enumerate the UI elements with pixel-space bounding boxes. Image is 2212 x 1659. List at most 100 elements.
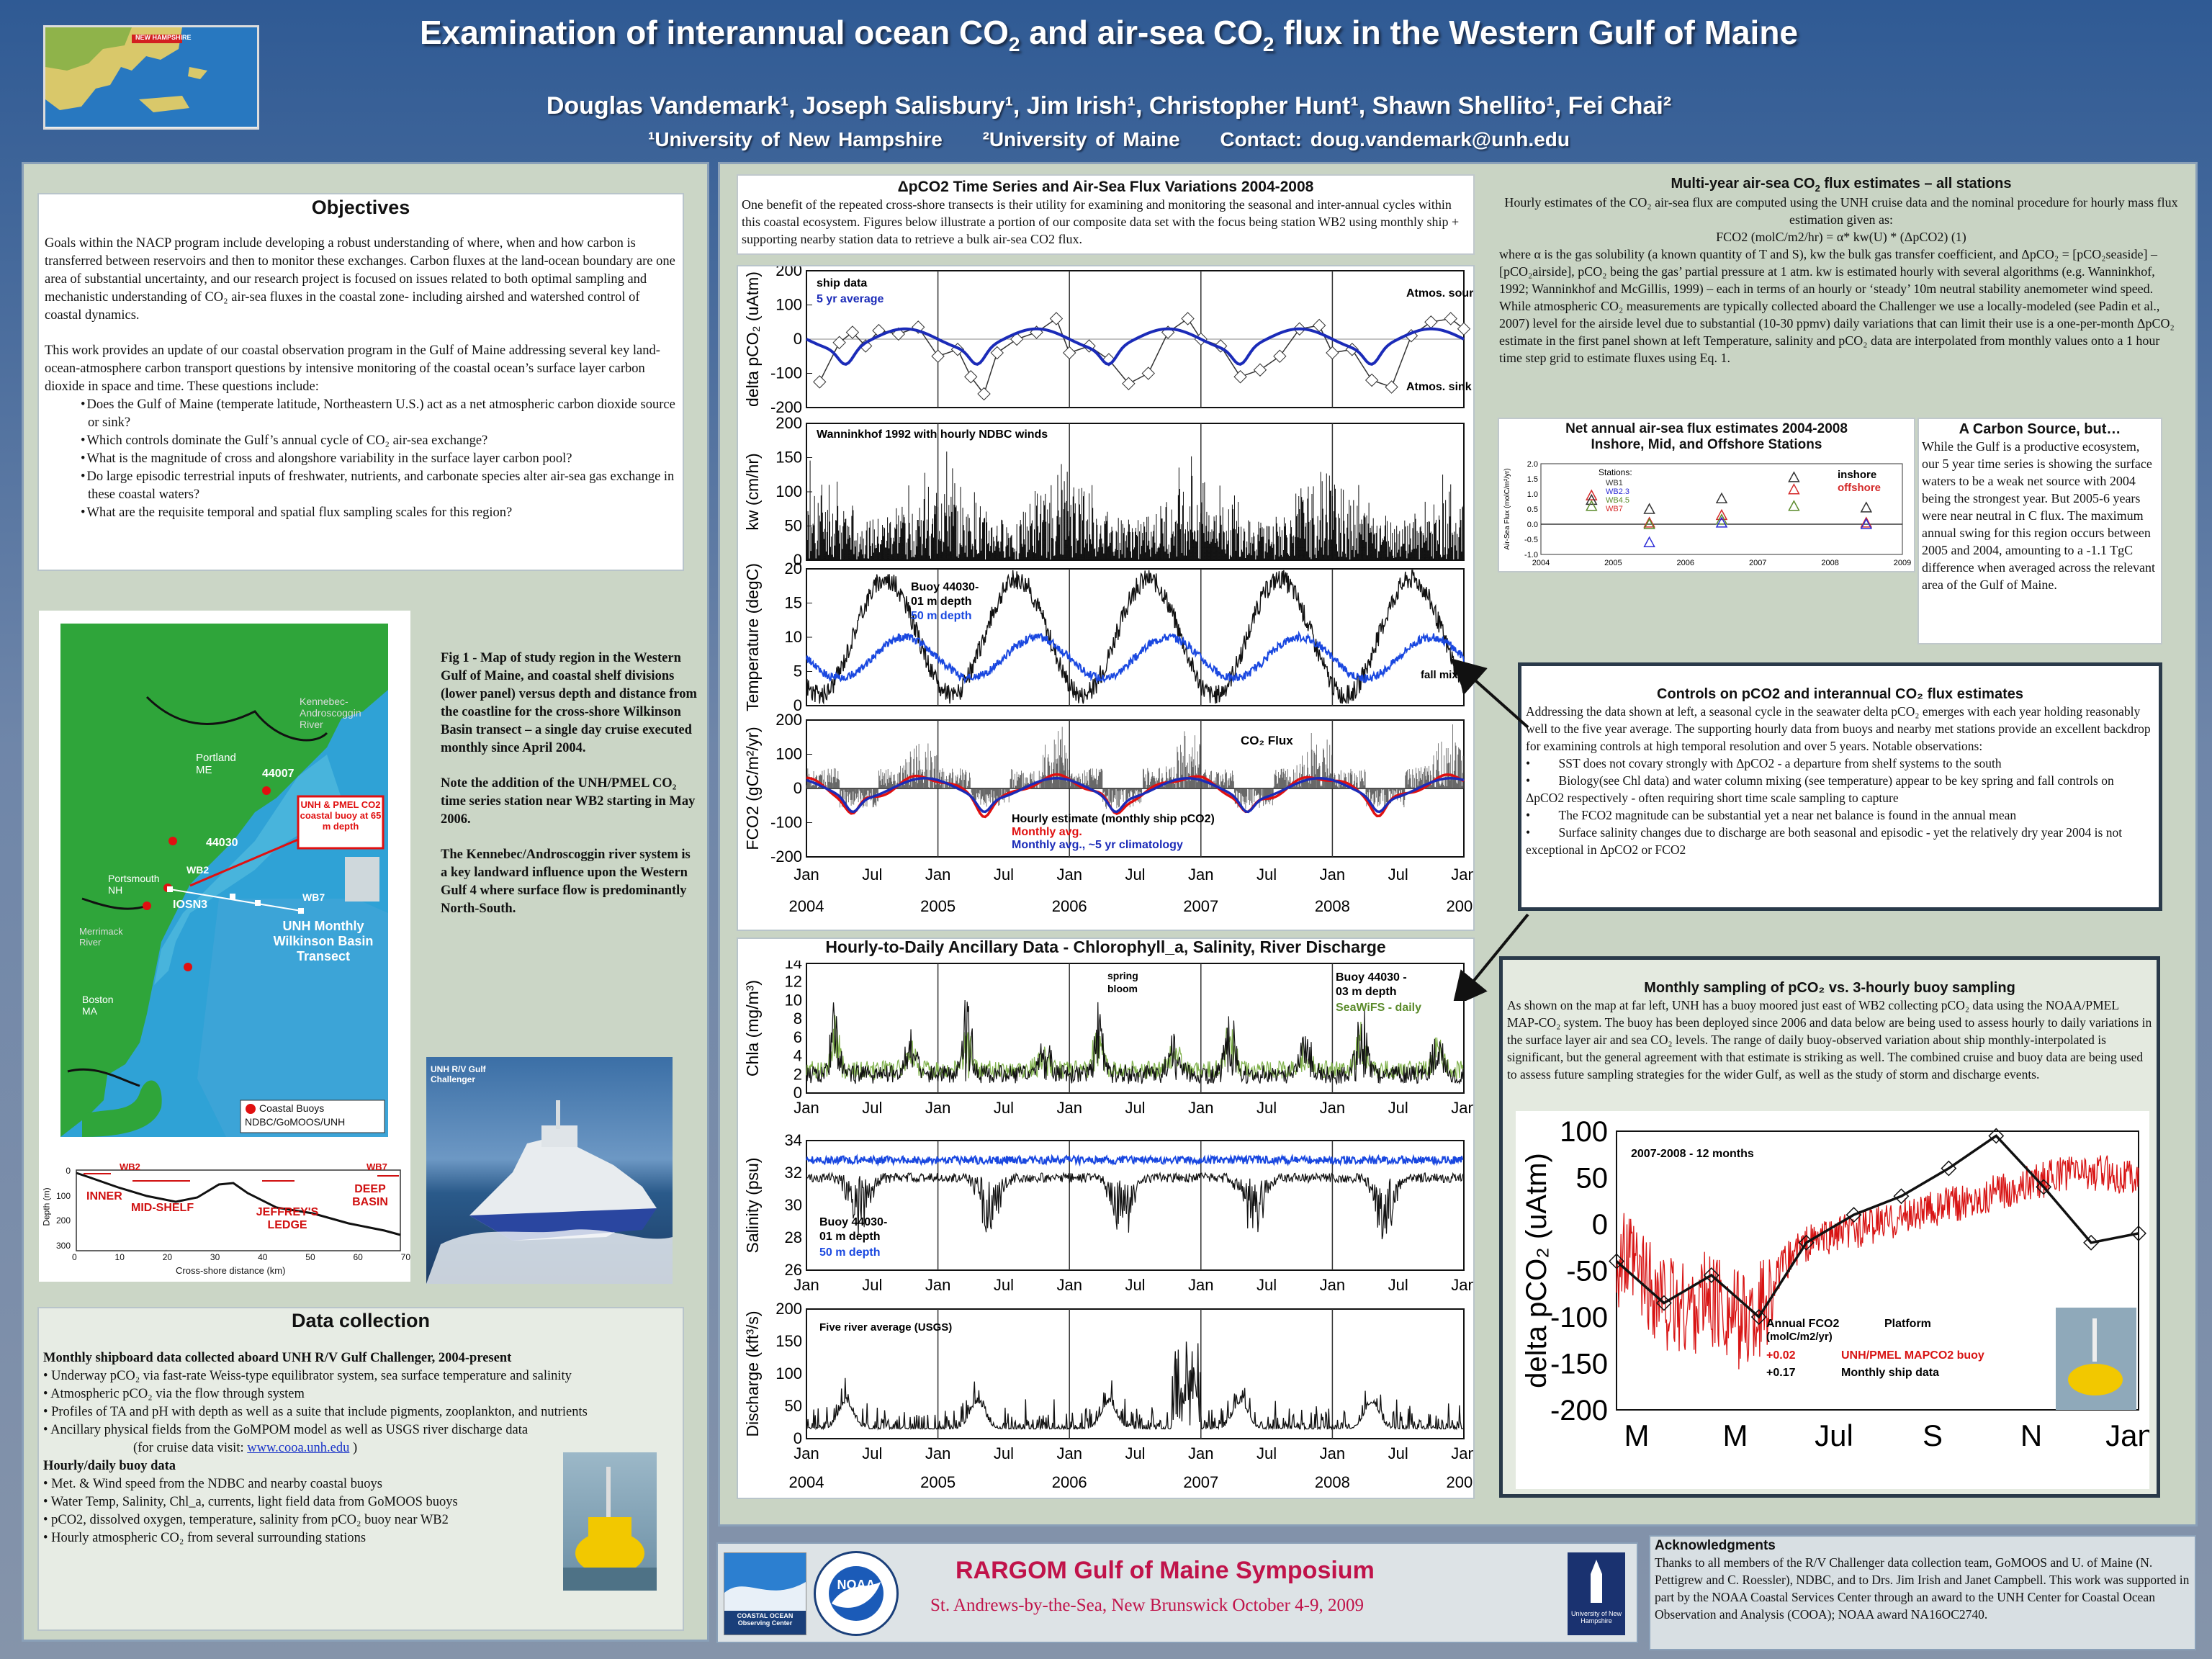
y-tick-label: 50 [785,517,802,535]
temp-1m-line [806,570,1465,705]
ship-point [1798,1234,1815,1251]
y-tick-label: -100 [1550,1302,1608,1334]
month-tick-label: Jul [1256,1099,1277,1117]
year-tick-label: 2004 [789,897,824,915]
x-tick-label: 2007 [1749,559,1766,567]
ship-data-point [1253,363,1267,377]
month-tick-label: Jan [925,1444,950,1462]
y-tick-label: 0 [793,330,802,348]
objectives-item: Do large episodic terrestrial inputs of … [86,468,677,504]
month-tick-label: Jul [1388,1276,1408,1294]
monthly-sampling-body: As shown on the map at far left, UNH has… [1507,998,2152,1082]
month-tick-label: Jan [1056,866,1082,884]
y-tick-label: 100 [775,745,802,763]
month-tick-label: Jan [925,1099,950,1117]
month-tick-label: Jan [1188,1276,1213,1294]
y-tick-label: 150 [775,449,802,467]
flux-point [1715,516,1728,528]
year-tick-label: 2008 [1315,1473,1350,1491]
map-label-merrimack: Merrimack River [79,926,123,948]
ship-data-point [1424,315,1438,329]
ship-point [2131,1225,2146,1241]
ship-data-point [1049,312,1064,325]
acknowledgments-heading: Acknowledgments [1655,1538,1776,1553]
month-tick-label: Jul [994,1276,1014,1294]
data-collection-heading: Data collection [291,1310,431,1331]
vessel-graphic [426,1100,673,1284]
x-tick-label: 2009 [1894,559,1911,567]
ship-point [1941,1160,1957,1177]
y-tick-label: 4 [793,1047,802,1065]
year-tick-label: 2009 [1447,1473,1473,1491]
y-tick-label: 10 [785,991,802,1009]
profile-ytick: 300 [56,1240,71,1251]
unh-logo-text: University of New Hampshire [1570,1610,1622,1624]
month-tick-label: Jan [1451,866,1473,884]
timeseries-intro-box: ΔpCO2 Time Series and Air-Sea Flux Varia… [737,174,1475,255]
map-label-kennebec: Kennebec-Androscoggin River [300,696,361,730]
month-tick-label: Jan [1320,1099,1345,1117]
controls-bullet: • The FCO2 magnitude can be substantial … [1526,808,2017,822]
label-ship-value: +0.17 [1766,1367,1796,1379]
ship-data-point [1457,322,1471,336]
fig1-caption: Fig 1 - Map of study region in the Weste… [441,649,700,918]
symposium-title: RARGOM Gulf of Maine Symposium [956,1557,1375,1584]
y-axis-label: delta pCO₂ (uAtm) [1521,1153,1552,1388]
month-tick-label: Jul [862,866,882,884]
y-tick-label: 1.0 [1527,490,1538,499]
objectives-item: What are the requisite temporal and spat… [86,504,677,522]
profile-yticks: 0 100 200 300 [56,1166,71,1251]
y-axis-label: Temperature (degC) [743,563,762,711]
cruise-data-link[interactable]: www.cooa.unh.edu [247,1441,350,1455]
month-tick-label: Jan [1188,866,1213,884]
ship-data-point [1063,346,1076,360]
ancillary-heading: Hourly-to-Daily Ancillary Data - Chlorop… [825,938,1386,956]
month-tick-label: Jul [1125,1444,1145,1462]
y-tick-label: 50 [785,1397,802,1415]
map-state-label: NEW HAMPSHIRE [135,34,192,41]
ship-point [1609,1253,1624,1269]
legend-station: WB2.3 [1606,487,1629,496]
label-buoy: Buoy 44030- [819,1216,887,1228]
data-collection-item: • Ancillary physical fields from the GoM… [43,1423,529,1437]
ship-data-point [1273,349,1287,363]
monthly-sampling-heading: Monthly sampling of pCO₂ vs. 3-hourly bu… [1644,980,2015,996]
buoy-mast [2092,1318,2097,1362]
fig1-caption-p3: The Kennebec/Androscoggin river system i… [441,848,691,916]
month-tick-label: Jul [994,1444,1014,1462]
label-period: 2007-2008 - 12 months [1631,1148,1754,1160]
flux-climatology-line [806,776,1465,814]
affil-umaine: ²University of Maine [982,128,1180,150]
ship-data-point [858,339,873,353]
cooa-logo-graphic [724,1553,806,1635]
controls-bullet: • Biology(see Chl data) and water column… [1526,773,2114,805]
ship-data-point [1233,370,1247,384]
y-tick-label: 10 [785,628,802,646]
y-tick-label: 14 [785,961,802,972]
y-tick-label: -100 [770,814,802,832]
objectives-p2: This work provides an update of our coas… [45,343,660,394]
profile-xticks: 0 10 20 30 40 50 60 70 [72,1252,410,1262]
map-label-boston: Boston MA [82,994,114,1017]
ship-point [2083,1234,2100,1251]
flux-point [1788,500,1800,511]
five-yr-average-line [806,327,1465,367]
legend-station: WB4.5 [1606,496,1629,505]
contact-email[interactable]: Contact: doug.vandemark@unh.edu [1220,128,1570,150]
legend-title: Stations: [1599,467,1632,477]
controls-box: Controls on pCO2 and interannual CO₂ flu… [1518,662,2162,911]
ship-data-point [813,375,827,389]
y-axis-label: Discharge (kft³/s) [743,1310,762,1437]
y-tick-label: 30 [785,1196,802,1214]
profile-xlabel: Cross-shore distance (km) [176,1265,286,1276]
kw-bars [806,451,1464,560]
unh-logo-graphic [1591,1560,1602,1603]
controls-heading: Controls on pCO2 and interannual CO₂ flu… [1657,686,2023,702]
ship-data-point [964,370,978,384]
legend-station: WB1 [1606,479,1623,487]
label-climatology: Monthly avg., ~5 yr climatology [1012,839,1183,851]
y-axis-label: delta pCO₂ (uAtm) [743,271,762,407]
data-collection-item: • Underway pCO₂ via fast-rate Weiss-type… [43,1369,572,1383]
research-vessel-photo: UNH R/V Gulf Challenger [426,1057,673,1284]
